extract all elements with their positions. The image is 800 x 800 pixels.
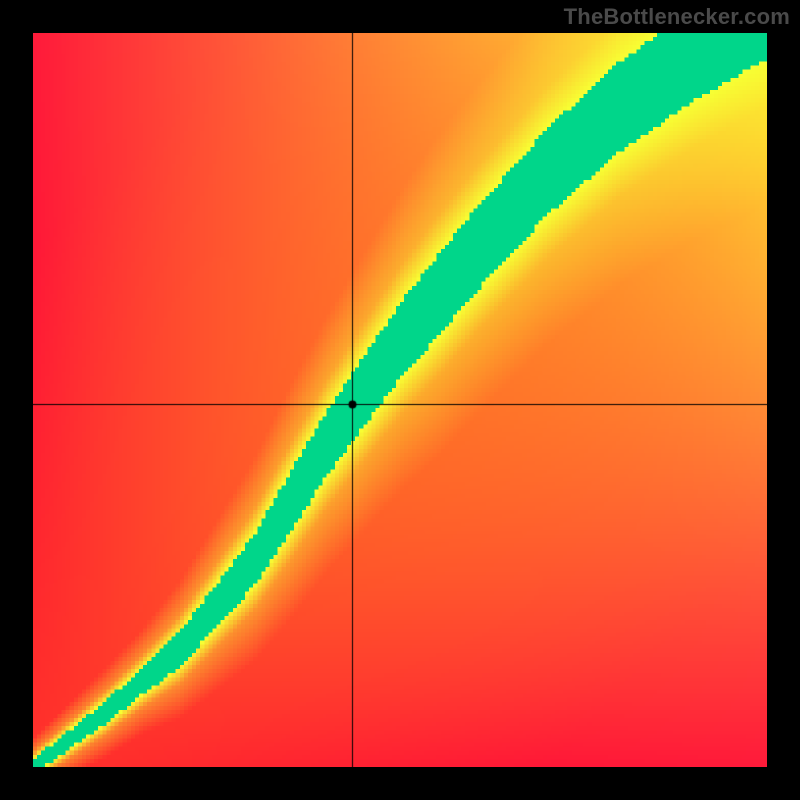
crosshair-overlay xyxy=(33,33,767,767)
watermark-text: TheBottlenecker.com xyxy=(564,4,790,30)
